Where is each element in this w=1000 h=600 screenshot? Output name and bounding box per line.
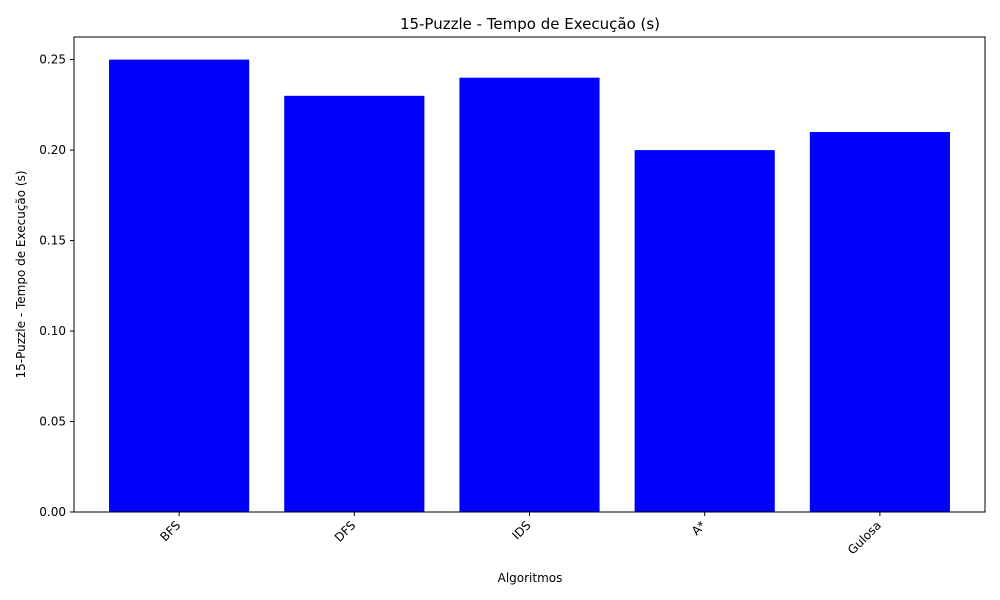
x-tick-label: IDS <box>509 518 533 542</box>
chart-title: 15-Puzzle - Tempo de Execução (s) <box>400 15 660 33</box>
x-tick-label: Gulosa <box>845 518 884 557</box>
y-tick-label: 0.10 <box>39 324 66 338</box>
bar-bfs <box>109 59 250 512</box>
y-tick-label: 0.05 <box>39 415 66 429</box>
y-tick-label: 0.20 <box>39 143 66 157</box>
bars-group <box>109 59 950 513</box>
x-tick-label: BFS <box>157 518 183 544</box>
bar-dfs <box>284 95 425 513</box>
y-tick-label: 0.00 <box>39 505 66 519</box>
x-axis-label: Algoritmos <box>498 571 563 585</box>
y-tick-label: 0.15 <box>39 234 66 248</box>
x-axis-ticks: BFS DFS IDS A* Gulosa <box>157 512 884 557</box>
y-axis-ticks: 0.00 0.05 0.10 0.15 0.20 0.25 <box>39 53 74 519</box>
y-tick-label: 0.25 <box>39 53 66 67</box>
bar-ids <box>459 77 600 512</box>
x-tick-label: DFS <box>332 518 359 545</box>
y-axis-label: 15-Puzzle - Tempo de Execução (s) <box>14 170 28 378</box>
bar-a <box>634 150 775 512</box>
x-tick-label: A* <box>689 518 709 538</box>
bar-gulosa <box>809 132 950 512</box>
